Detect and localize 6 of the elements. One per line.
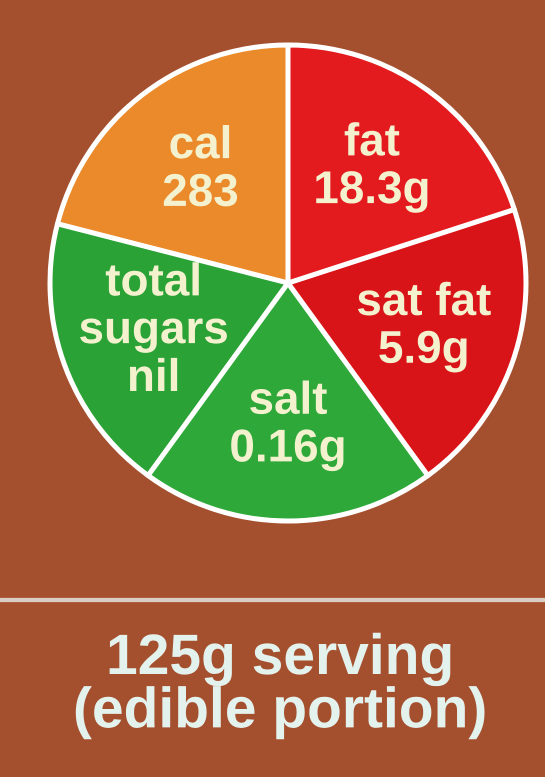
text: 125g serving (edible portion)	[76, 632, 485, 740]
slice-label: cal 283	[164, 124, 238, 206]
slice-label: fat 18.3g	[316, 122, 428, 213]
slice-label: total sugars nil	[80, 262, 227, 392]
slice-label: salt 0.16g	[231, 380, 344, 472]
slice-label: sat fat 5.9g	[358, 282, 491, 372]
